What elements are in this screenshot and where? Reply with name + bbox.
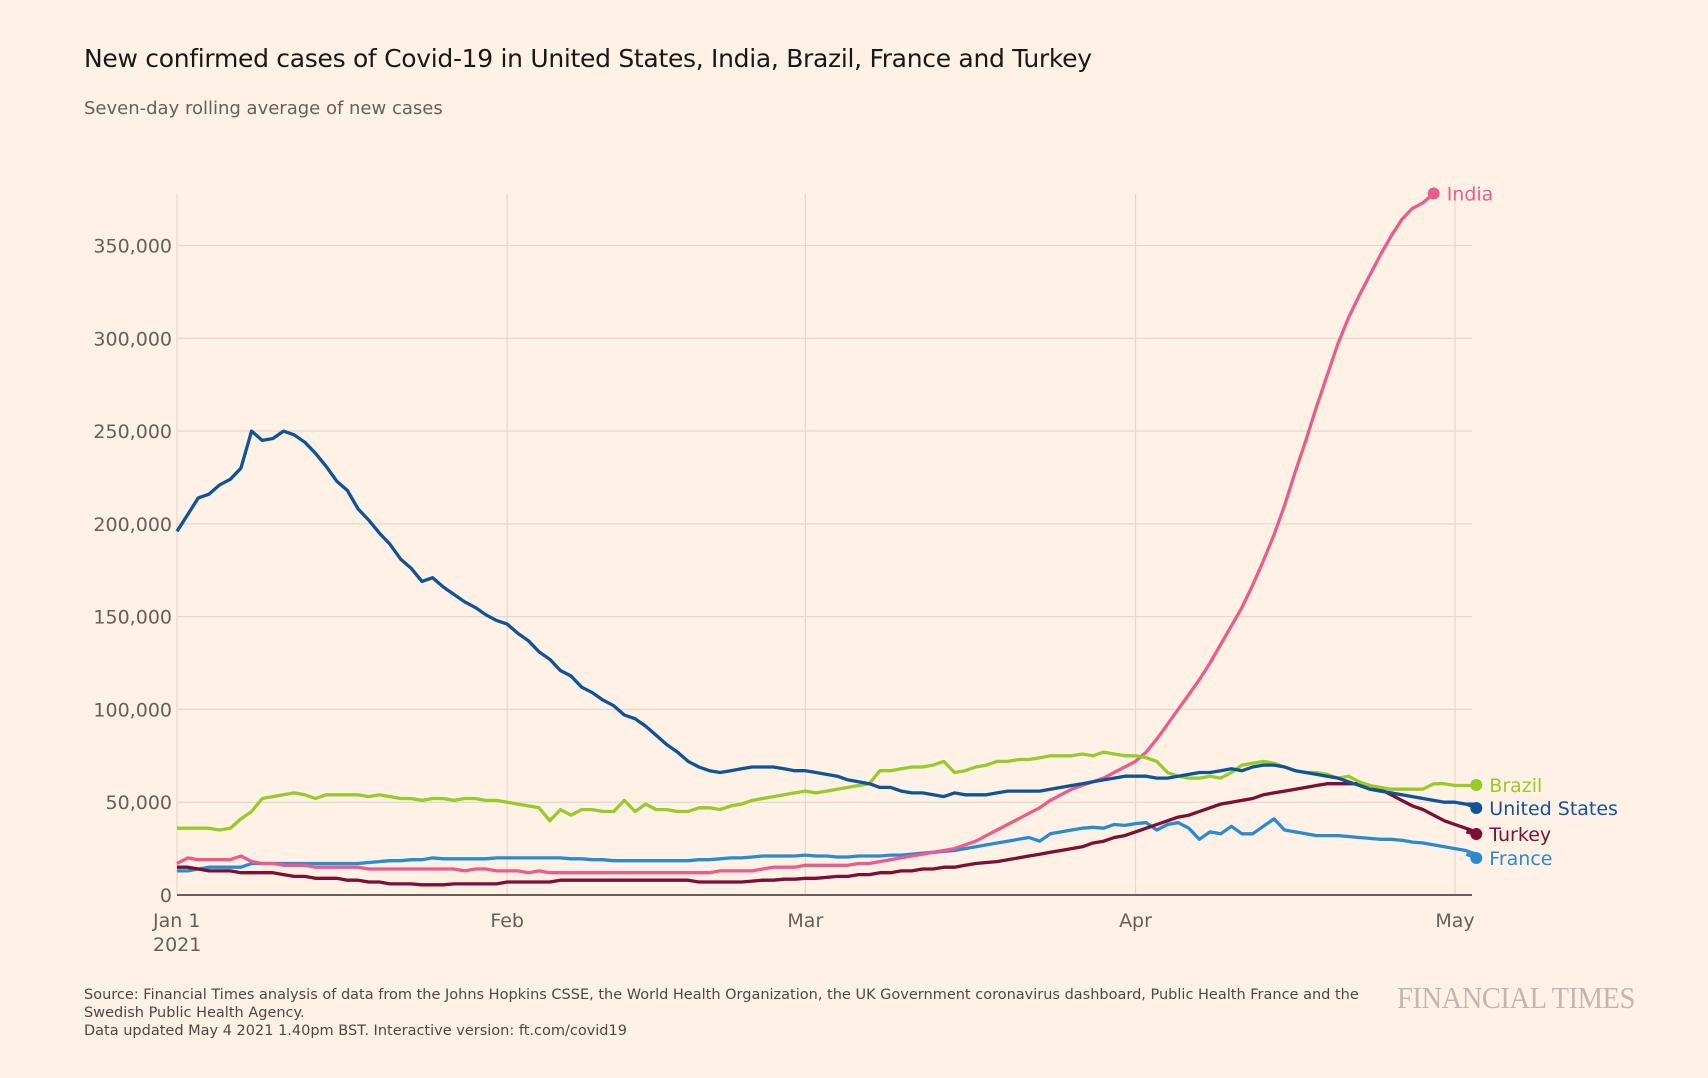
- y-tick-label: 300,000: [93, 328, 172, 350]
- data-updated-note: Data updated May 4 2021 1.40pm BST. Inte…: [84, 1023, 627, 1039]
- y-tick-label: 250,000: [93, 421, 172, 443]
- source-note-line-2: Swedish Public Health Agency.: [84, 1005, 305, 1021]
- x-tick-label: Apr: [1119, 910, 1152, 932]
- y-tick-label: 50,000: [106, 792, 172, 814]
- series-label-india: India: [1447, 184, 1494, 206]
- series-connector-turkey: [1465, 830, 1477, 836]
- series-line-brazil: [177, 750, 1477, 832]
- series-line-turkey: [177, 782, 1477, 887]
- series-line-united-states: [175, 429, 1477, 806]
- source-note-line-1: Source: Financial Times analysis of data…: [84, 987, 1359, 1003]
- series-end-marker-india: [1427, 187, 1440, 200]
- footnote: Source: Financial Times analysis of data…: [84, 986, 1359, 1040]
- series-line-india: [176, 192, 1435, 875]
- series-lines: [175, 192, 1477, 887]
- series-label-brazil: Brazil: [1489, 775, 1542, 797]
- line-chart: 0 50,000 100,000 150,000 200,000 250,000 300,0…: [93, 184, 1618, 956]
- financial-times-logo: FINANCIAL TIMES: [1397, 980, 1635, 1015]
- x-tick-label: Jan 1: [152, 910, 200, 932]
- x-tick-label: Mar: [787, 910, 823, 932]
- x-tick-label: Feb: [490, 910, 524, 932]
- y-axis: 0 50,000 100,000 150,000 200,000 250,000 300,0…: [93, 236, 172, 908]
- y-tick-label: 350,000: [93, 236, 172, 258]
- y-tick-label: 100,000: [93, 699, 172, 721]
- series-connector-united-states: [1465, 802, 1477, 810]
- x-tick-label: May: [1435, 910, 1474, 932]
- gridlines: [176, 194, 1472, 895]
- series-label-united-states: United States: [1489, 798, 1618, 820]
- chart-subtitle: Seven-day rolling average of new cases: [84, 98, 443, 119]
- series-label-turkey: Turkey: [1488, 824, 1551, 846]
- y-tick-label: 0: [160, 885, 172, 907]
- y-tick-label: 200,000: [93, 514, 172, 536]
- x-tick-sublabel: 2021: [153, 934, 201, 956]
- series-label-france: France: [1489, 848, 1552, 870]
- chart-title: New confirmed cases of Covid-19 in Unite…: [84, 44, 1092, 73]
- y-tick-label: 150,000: [93, 607, 172, 629]
- series-connector-france: [1465, 852, 1477, 860]
- series-end-marker-brazil: [1470, 779, 1483, 791]
- series-line-france: [177, 817, 1477, 873]
